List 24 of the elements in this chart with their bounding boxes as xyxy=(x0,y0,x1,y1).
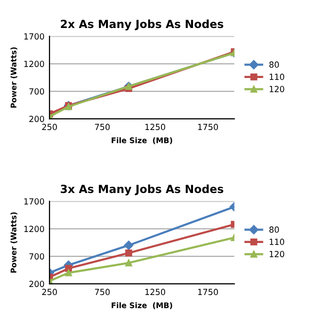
x-tick-label: 1250 xyxy=(145,288,166,296)
legend-label: 120 xyxy=(270,86,284,92)
y-tick-label: 200 xyxy=(29,280,44,288)
x-tick-label: 250 xyxy=(42,124,57,130)
y-tick-label: 200 xyxy=(29,116,44,122)
y-tick-label: 1700 xyxy=(24,33,44,40)
x-tick-label: 750 xyxy=(95,124,110,130)
x-tick-label: 1250 xyxy=(145,124,166,130)
x-tick-label: 1750 xyxy=(198,124,218,130)
y-tick-label: 1200 xyxy=(24,60,44,68)
y-tick-label: 1200 xyxy=(24,226,44,232)
x-tick-label: 1750 xyxy=(198,288,218,296)
y-tick-label: 700 xyxy=(29,88,44,95)
chart-title: 2x As Many Jobs As Nodes xyxy=(60,20,224,30)
y-tick-label: 700 xyxy=(29,253,44,260)
legend-label: 120 xyxy=(270,250,284,258)
x-tick-label: 750 xyxy=(95,288,110,296)
legend-label: 110 xyxy=(270,74,284,80)
legend-label: 80 xyxy=(269,61,279,68)
x-tick-label: 250 xyxy=(42,288,57,296)
legend-label: 80 xyxy=(269,226,279,233)
chart-title: 3x As Many Jobs As Nodes xyxy=(60,184,224,196)
y-tick-label: 1700 xyxy=(24,198,44,205)
legend-label: 110 xyxy=(270,238,284,245)
